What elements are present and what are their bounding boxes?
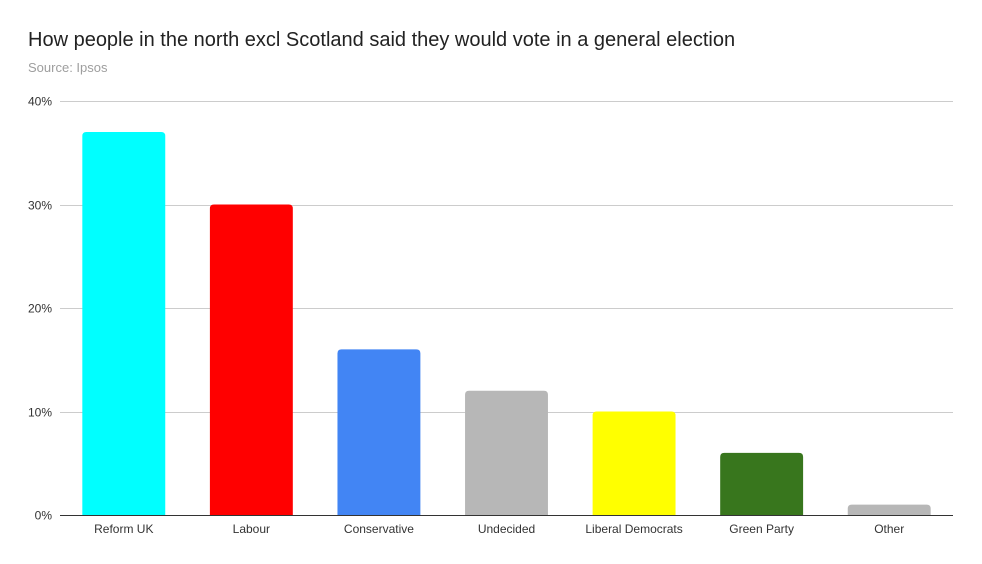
- x-tick-label: Conservative: [344, 522, 414, 536]
- x-tick-label: Labour: [233, 522, 270, 536]
- bar-labour: [209, 204, 293, 515]
- y-axis-tick-labels: 0% 10% 20% 30% 40%: [28, 95, 52, 523]
- y-tick-label: 30%: [28, 199, 52, 213]
- chart-subtitle: Source: Ipsos: [28, 60, 108, 75]
- x-tick-label: Reform UK: [94, 522, 153, 536]
- x-tick-label: Undecided: [478, 522, 535, 536]
- bar-undecided: [465, 390, 548, 515]
- y-tick-label: 10%: [28, 406, 52, 420]
- gridlines: [60, 101, 953, 413]
- y-tick-label: 40%: [28, 95, 52, 109]
- y-tick-label: 20%: [28, 302, 52, 316]
- bar-liberal-democrats: [592, 411, 676, 515]
- x-tick-label: Other: [874, 522, 904, 536]
- bar-reform-uk: [82, 132, 166, 516]
- bar-green-party: [720, 452, 804, 515]
- bar-conservative: [337, 349, 421, 515]
- bar-other: [847, 504, 931, 515]
- x-tick-label: Green Party: [729, 522, 794, 536]
- y-tick-label: 0%: [35, 509, 53, 523]
- chart-title: How people in the north excl Scotland sa…: [28, 29, 736, 51]
- bars: [82, 132, 931, 516]
- x-axis-tick-labels: Reform UK Labour Conservative Undecided Libe…: [94, 522, 904, 536]
- x-tick-label: Liberal Democrats: [585, 522, 682, 536]
